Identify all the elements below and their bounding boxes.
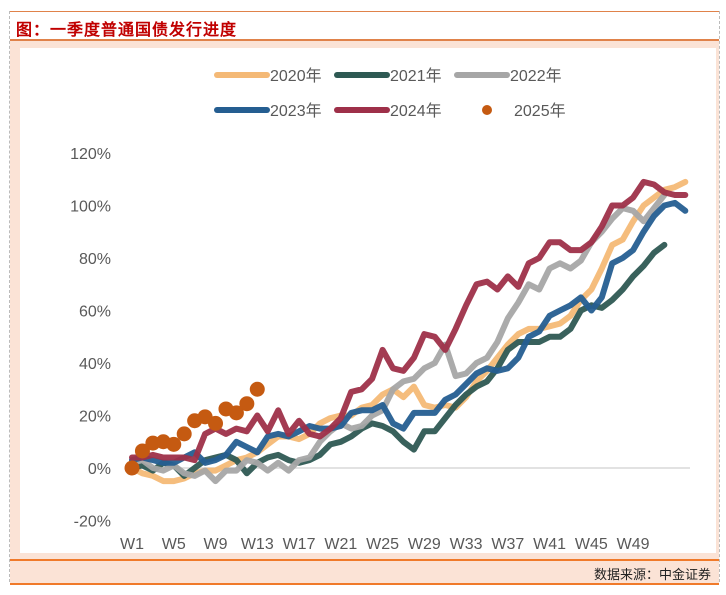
series-line-2024: [129, 178, 689, 464]
x-tick-label: W5: [162, 536, 186, 553]
data-point-2025: [228, 405, 244, 421]
data-source: 数据来源：中金证券: [593, 568, 711, 583]
data-point-2025: [124, 460, 140, 476]
y-tick-label: 100%: [70, 199, 111, 216]
legend-swatch: [482, 105, 492, 115]
x-tick-label: W17: [283, 536, 316, 553]
y-tick-label: 40%: [79, 356, 111, 373]
x-tick-label: W1: [120, 536, 144, 553]
legend-label: 2022年: [510, 67, 562, 85]
legend-label: 2025年: [514, 102, 566, 120]
title-bar: 图：一季度普通国债发行进度: [10, 11, 719, 41]
x-tick-label: W45: [575, 536, 608, 553]
data-point-2025: [249, 381, 265, 397]
y-tick-label: 20%: [79, 409, 111, 426]
x-tick-label: W37: [491, 536, 524, 553]
x-tick-label: W33: [450, 536, 483, 553]
figure-title: 图：一季度普通国债发行进度: [16, 20, 238, 39]
legend-label: 2020年: [270, 67, 322, 85]
y-tick-label: 120%: [70, 146, 111, 163]
legend-label: 2024年: [390, 102, 442, 120]
data-point-2025: [239, 396, 255, 412]
legend-label: 2023年: [270, 102, 322, 120]
legend-label: 2021年: [390, 67, 442, 85]
x-tick-label: W9: [204, 536, 228, 553]
data-point-2025: [134, 443, 150, 459]
series-line-2020: [129, 178, 689, 485]
x-tick-label: W29: [408, 536, 441, 553]
series-line-2023: [129, 199, 689, 466]
x-tick-label: W49: [617, 536, 650, 553]
x-tick-label: W41: [533, 536, 566, 553]
y-tick-label: -20%: [74, 514, 111, 531]
data-point-2025: [166, 436, 182, 452]
x-tick-label: W21: [324, 536, 357, 553]
y-tick-label: 80%: [79, 251, 111, 268]
data-point-2025: [208, 415, 224, 431]
data-point-2025: [176, 426, 192, 442]
y-tick-label: 0%: [88, 461, 111, 478]
series-line-2021: [129, 241, 668, 479]
x-tick-label: W25: [366, 536, 399, 553]
series-line-2022: [129, 192, 668, 485]
y-tick-label: 60%: [79, 304, 111, 321]
x-tick-label: W13: [241, 536, 274, 553]
footer-band: 数据来源：中金证券: [10, 559, 719, 585]
